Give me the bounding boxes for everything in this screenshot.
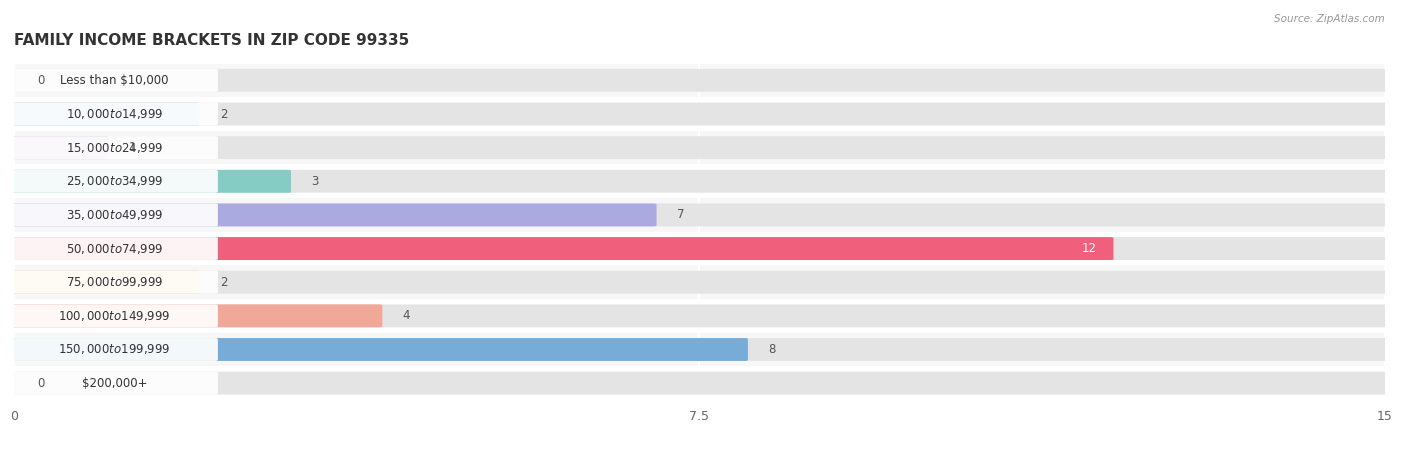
Text: 2: 2 [219,108,228,121]
FancyBboxPatch shape [11,136,218,159]
FancyBboxPatch shape [11,103,200,126]
FancyBboxPatch shape [11,304,1388,327]
Text: $35,000 to $49,999: $35,000 to $49,999 [66,208,163,222]
FancyBboxPatch shape [11,69,218,92]
FancyBboxPatch shape [11,338,218,361]
FancyBboxPatch shape [11,338,748,361]
FancyBboxPatch shape [11,136,1388,159]
FancyBboxPatch shape [14,299,1385,333]
FancyBboxPatch shape [14,131,1385,164]
FancyBboxPatch shape [14,266,1385,299]
Text: 1: 1 [128,141,136,154]
Text: 12: 12 [1083,242,1097,255]
FancyBboxPatch shape [11,304,382,327]
FancyBboxPatch shape [11,271,1388,294]
Text: 2: 2 [219,276,228,289]
FancyBboxPatch shape [14,366,1385,400]
Text: Source: ZipAtlas.com: Source: ZipAtlas.com [1274,14,1385,23]
FancyBboxPatch shape [11,304,218,327]
Text: 8: 8 [768,343,775,356]
FancyBboxPatch shape [11,203,218,226]
FancyBboxPatch shape [11,136,108,159]
FancyBboxPatch shape [11,237,218,260]
FancyBboxPatch shape [14,333,1385,366]
Text: 0: 0 [37,377,44,390]
FancyBboxPatch shape [11,271,218,294]
FancyBboxPatch shape [11,170,1388,193]
Text: $200,000+: $200,000+ [82,377,148,390]
FancyBboxPatch shape [11,69,1388,92]
FancyBboxPatch shape [11,103,1388,126]
Text: 7: 7 [676,208,685,221]
FancyBboxPatch shape [14,232,1385,266]
FancyBboxPatch shape [14,63,1385,97]
FancyBboxPatch shape [11,271,200,294]
FancyBboxPatch shape [11,338,1388,361]
FancyBboxPatch shape [14,97,1385,131]
FancyBboxPatch shape [11,237,1114,260]
FancyBboxPatch shape [11,203,1388,226]
Text: FAMILY INCOME BRACKETS IN ZIP CODE 99335: FAMILY INCOME BRACKETS IN ZIP CODE 99335 [14,32,409,48]
FancyBboxPatch shape [11,203,657,226]
Text: $10,000 to $14,999: $10,000 to $14,999 [66,107,163,121]
Text: Less than $10,000: Less than $10,000 [60,74,169,87]
Text: 3: 3 [311,175,318,188]
FancyBboxPatch shape [11,372,1388,395]
Text: $75,000 to $99,999: $75,000 to $99,999 [66,275,163,289]
Text: $150,000 to $199,999: $150,000 to $199,999 [59,342,170,356]
FancyBboxPatch shape [11,372,218,395]
FancyBboxPatch shape [14,198,1385,232]
FancyBboxPatch shape [11,170,218,193]
FancyBboxPatch shape [11,237,1388,260]
Text: 0: 0 [37,74,44,87]
Text: $15,000 to $24,999: $15,000 to $24,999 [66,141,163,155]
Text: $100,000 to $149,999: $100,000 to $149,999 [59,309,170,323]
Text: $25,000 to $34,999: $25,000 to $34,999 [66,174,163,188]
Text: 4: 4 [402,309,411,322]
FancyBboxPatch shape [11,103,218,126]
FancyBboxPatch shape [14,164,1385,198]
FancyBboxPatch shape [11,170,291,193]
Text: $50,000 to $74,999: $50,000 to $74,999 [66,242,163,256]
